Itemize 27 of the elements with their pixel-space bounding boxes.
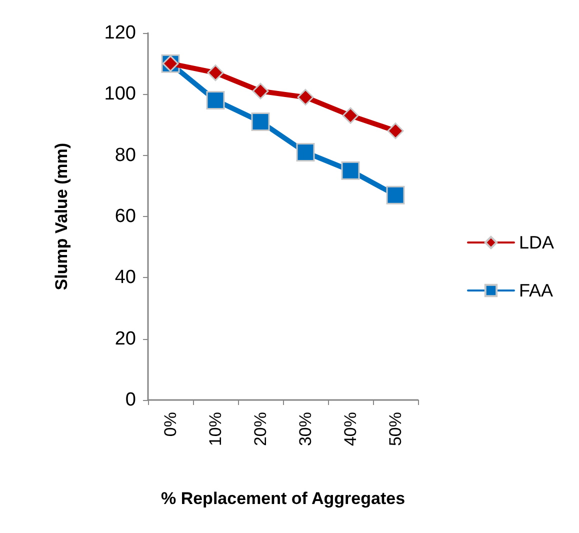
x-tick-label: 20%: [251, 412, 270, 446]
y-tick-label: 20: [114, 328, 136, 350]
point: [387, 122, 404, 140]
y-tick-label: 0: [125, 390, 136, 410]
point: [251, 112, 270, 131]
y-tick-label: 100: [104, 84, 136, 105]
x-tick-label: 0%: [161, 412, 180, 437]
point: [207, 64, 224, 82]
y-tick-label: 120: [104, 22, 136, 44]
legend-label: LDA: [518, 232, 554, 252]
y-tick-label: 60: [114, 206, 136, 227]
y-axis-title: Slump Value (mm): [52, 142, 71, 290]
x-tick-label: 50%: [386, 412, 405, 446]
point: [296, 143, 315, 162]
point: [297, 88, 314, 106]
point: [342, 107, 359, 124]
x-tick-label: 30%: [296, 412, 315, 446]
point: [206, 91, 225, 110]
x-tick-label: 10%: [206, 412, 225, 446]
point: [341, 161, 360, 180]
x-axis-title: % Replacement of Aggregates: [160, 489, 406, 508]
y-tick-label: 40: [114, 267, 136, 288]
y-tick-label: 80: [114, 144, 136, 166]
point: [386, 186, 405, 204]
x-tick-label: 40%: [341, 412, 360, 446]
point: [252, 82, 269, 100]
legend-label: FAA: [518, 280, 553, 300]
